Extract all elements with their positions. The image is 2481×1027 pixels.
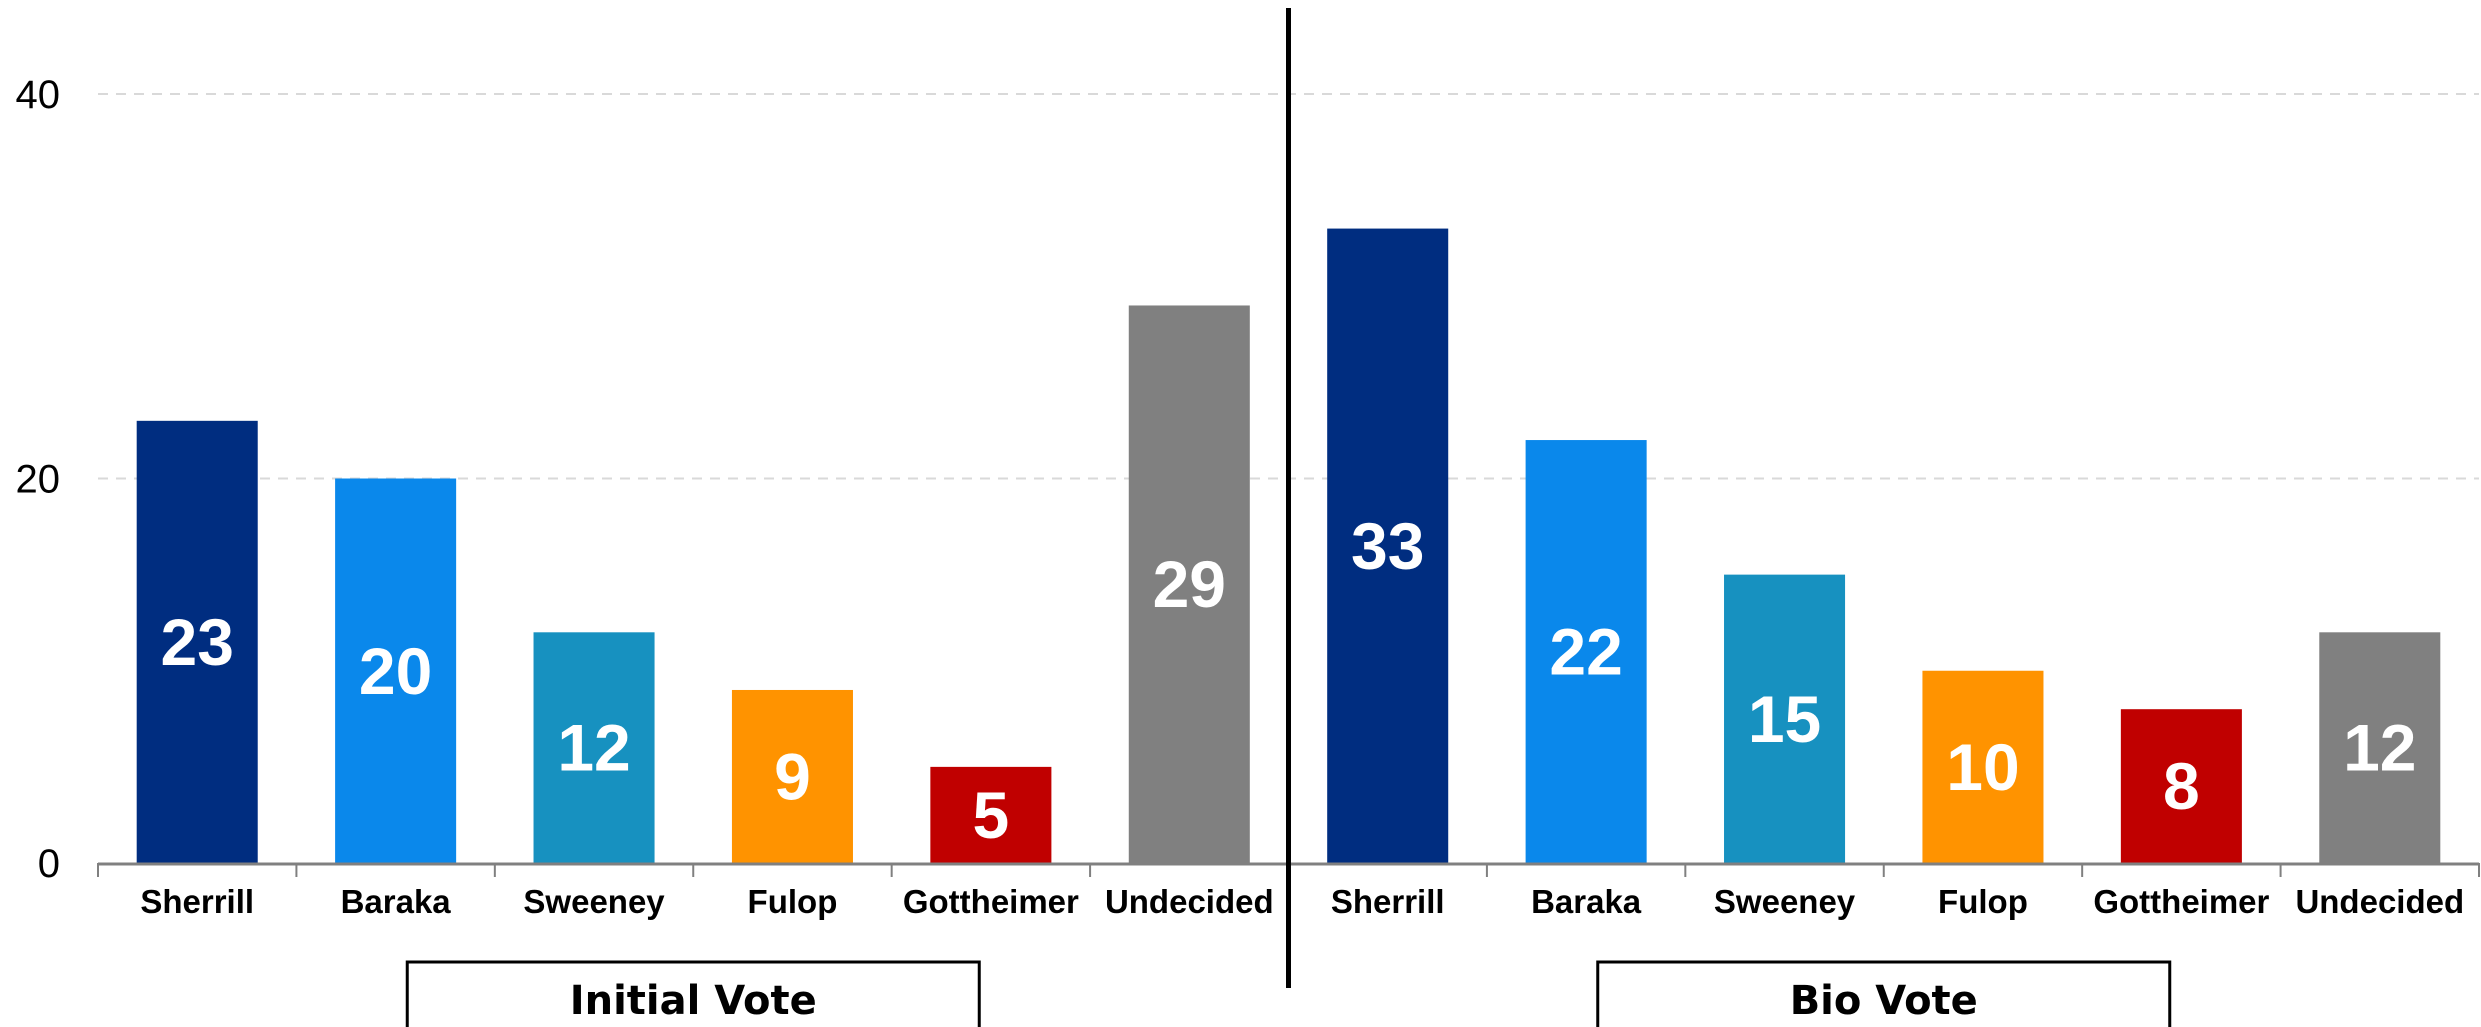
data-label: 12 [557, 711, 630, 785]
bar [2120, 709, 2242, 863]
data-label: 29 [1153, 547, 1226, 621]
x-tick-label: Undecided [1105, 883, 1274, 920]
bar [1128, 305, 1250, 864]
group-label-box [1596, 960, 2172, 1027]
group-label: Initial Vote [570, 978, 817, 1024]
bar [731, 689, 853, 863]
data-label: 15 [1748, 682, 1821, 756]
x-tick-label: Fulop [1938, 883, 2028, 920]
y-axis: 0 20 40 [16, 73, 61, 886]
bar [335, 478, 457, 863]
data-label: 5 [973, 778, 1010, 852]
data-label: 20 [359, 634, 432, 708]
y-tick-label: 40 [16, 73, 61, 117]
x-tick-label: Fulop [748, 883, 838, 920]
bar [1724, 574, 1846, 863]
data-label: 22 [1549, 615, 1622, 689]
bar [1525, 440, 1647, 863]
x-tick-label: Baraka [1531, 883, 1642, 920]
x-tick-label: Sweeney [523, 883, 665, 920]
data-label: 9 [774, 739, 811, 813]
group-label-box [405, 960, 981, 1027]
y-tick-label: 0 [38, 842, 60, 886]
x-tick-label: Sherrill [1331, 883, 1445, 920]
y-tick-label: 20 [16, 458, 61, 502]
x-tick-label: Gottheimer [903, 883, 1079, 920]
data-label: 23 [160, 605, 233, 679]
x-tick-label: Undecided [2295, 883, 2464, 920]
x-tick-label: Baraka [341, 883, 452, 920]
x-tick-label: Sweeney [1714, 883, 1856, 920]
bar [930, 766, 1052, 863]
bar [533, 632, 655, 863]
data-label: 10 [1946, 730, 2019, 804]
data-label: 33 [1351, 509, 1424, 583]
x-tick-label: Gottheimer [2093, 883, 2269, 920]
bars: 23 20 12 9 5 29 33 22 15 10 8 12 [136, 228, 2441, 864]
bar [136, 420, 258, 863]
bar [1327, 228, 1449, 863]
bar [2319, 632, 2441, 863]
x-tick-label: Sherrill [140, 883, 254, 920]
group-labels: Initial Vote Bio Vote [405, 8, 2172, 1027]
group-label: Bio Vote [1790, 978, 1978, 1024]
data-label: 8 [2163, 749, 2200, 823]
data-label: 12 [2343, 711, 2416, 785]
bar [1922, 670, 2044, 863]
